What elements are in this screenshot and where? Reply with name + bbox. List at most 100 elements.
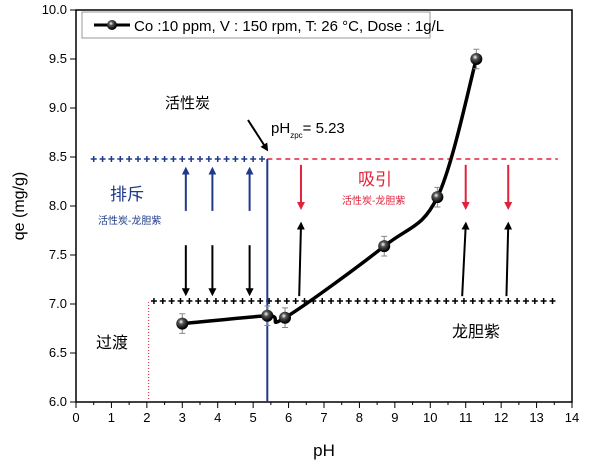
- annotation-repulsion: 排斥: [110, 185, 144, 204]
- dye-plus-marker: [372, 298, 379, 305]
- y-axis-label: qe (mg/g): [11, 172, 28, 240]
- y-tick-label: 6.5: [49, 345, 67, 360]
- data-point: [176, 317, 189, 330]
- x-tick-label: 14: [565, 410, 579, 425]
- adsorbent-plus-marker: [161, 155, 168, 162]
- adsorbent-plus-marker: [90, 155, 97, 162]
- dye-plus-marker: [328, 298, 335, 305]
- data-point: [470, 53, 483, 65]
- annotation-attraction-sub: 活性炭-龙胆紫: [342, 194, 405, 207]
- adsorbent-plus-marker: [179, 155, 186, 162]
- adsorbent-plus-marker: [188, 155, 195, 162]
- y-tick-label: 8.5: [49, 149, 67, 164]
- x-axis-label: pH: [313, 441, 335, 460]
- dye-plus-marker: [416, 298, 423, 305]
- adsorbent-plus-marker: [143, 155, 150, 162]
- y-tick-label: 8.0: [49, 198, 67, 213]
- adsorbent-plus-marker: [152, 155, 159, 162]
- dye-plus-marker: [336, 298, 343, 305]
- dye-plus-marker: [248, 298, 255, 305]
- series-line: [182, 58, 479, 326]
- legend-marker: [107, 20, 117, 30]
- x-tick-label: 5: [250, 410, 257, 425]
- data-point: [431, 191, 444, 204]
- adsorbent-plus-marker: [135, 155, 141, 162]
- x-tick-label: 4: [214, 410, 221, 425]
- dye-up-arrow: [461, 221, 470, 297]
- data-point: [279, 311, 292, 324]
- x-tick-label: 7: [320, 410, 327, 425]
- dye-plus-marker: [487, 298, 494, 305]
- x-tick-label: 3: [179, 410, 186, 425]
- dye-plus-marker: [452, 298, 459, 305]
- dye-plus-marker: [186, 298, 193, 305]
- legend-label: Co :10 ppm, V : 150 rpm, T: 26 °C, Dose …: [134, 18, 444, 35]
- dye-plus-marker: [204, 298, 211, 305]
- adsorbent-plus-marker: [99, 155, 106, 162]
- y-tick-label: 9.0: [49, 100, 67, 115]
- dye-up-arrow: [296, 221, 305, 297]
- x-tick-label: 10: [423, 410, 437, 425]
- dye-plus-marker: [150, 298, 157, 305]
- annotation-dye: 龙胆紫: [452, 323, 500, 341]
- dye-plus-marker: [159, 298, 166, 305]
- plot-frame: [75, 9, 573, 403]
- y-tick-label: 7.5: [49, 247, 67, 262]
- adsorbent-plus-marker: [205, 155, 212, 162]
- x-tick-label: 2: [143, 410, 150, 425]
- dye-plus-marker: [363, 298, 370, 305]
- dye-plus-marker: [168, 298, 175, 305]
- data-point: [261, 309, 274, 322]
- annotation-transition: 过渡: [96, 334, 128, 352]
- dye-plus-marker: [257, 298, 264, 305]
- dye-plus-marker: [319, 298, 326, 305]
- adsorbent-plus-marker: [241, 155, 248, 162]
- y-tick-label: 10.0: [42, 2, 67, 17]
- x-tick-label: 8: [356, 410, 363, 425]
- data-point: [378, 240, 391, 253]
- dye-plus-marker: [460, 298, 467, 305]
- dye-plus-marker: [398, 298, 405, 305]
- dye-plus-marker: [274, 298, 281, 305]
- dye-plus-marker: [221, 298, 228, 305]
- y-tick-label: 9.5: [49, 51, 67, 66]
- dye-plus-marker: [478, 298, 485, 305]
- dye-plus-marker: [531, 298, 538, 305]
- adsorbent-plus-marker: [170, 155, 177, 162]
- dye-plus-marker: [443, 298, 450, 305]
- dye-plus-marker: [549, 298, 556, 305]
- adsorbent-plus-marker: [250, 155, 257, 162]
- x-tick-label: 6: [285, 410, 292, 425]
- x-tick-label: 13: [529, 410, 543, 425]
- y-tick-label: 6.0: [49, 394, 67, 409]
- adsorbent-plus-marker: [259, 155, 265, 162]
- dye-plus-marker: [505, 298, 512, 305]
- x-tick-label: 0: [72, 410, 79, 425]
- dye-plus-marker: [381, 298, 388, 305]
- legend: Co :10 ppm, V : 150 rpm, T: 26 °C, Dose …: [81, 11, 444, 39]
- dye-plus-marker: [195, 298, 202, 305]
- dye-plus-marker: [345, 298, 352, 305]
- dye-plus-marker: [425, 298, 432, 305]
- dye-plus-marker: [496, 298, 503, 305]
- dye-plus-marker: [177, 298, 184, 305]
- y-tick-label: 7.0: [49, 296, 67, 311]
- dye-plus-marker: [407, 298, 414, 305]
- adsorbent-plus-marker: [197, 155, 203, 162]
- pzc-arrow: [247, 119, 269, 152]
- adsorbent-plus-marker: [108, 155, 115, 162]
- x-tick-label: 12: [494, 410, 508, 425]
- dye-plus-marker: [292, 298, 299, 305]
- dye-plus-marker: [434, 298, 441, 305]
- dye-up-arrow: [504, 221, 513, 297]
- annotation-repulsion-sub: 活性炭-龙胆紫: [98, 214, 161, 227]
- dye-plus-marker: [283, 298, 290, 305]
- annotation-pzc: pHzpc= 5.23: [271, 120, 345, 140]
- dye-plus-marker: [212, 298, 219, 305]
- x-tick-label: 9: [391, 410, 398, 425]
- dye-plus-marker: [230, 298, 237, 305]
- adsorbent-plus-marker: [214, 155, 221, 162]
- annotation-attraction: 吸引: [358, 170, 392, 189]
- x-tick-label: 11: [459, 410, 473, 425]
